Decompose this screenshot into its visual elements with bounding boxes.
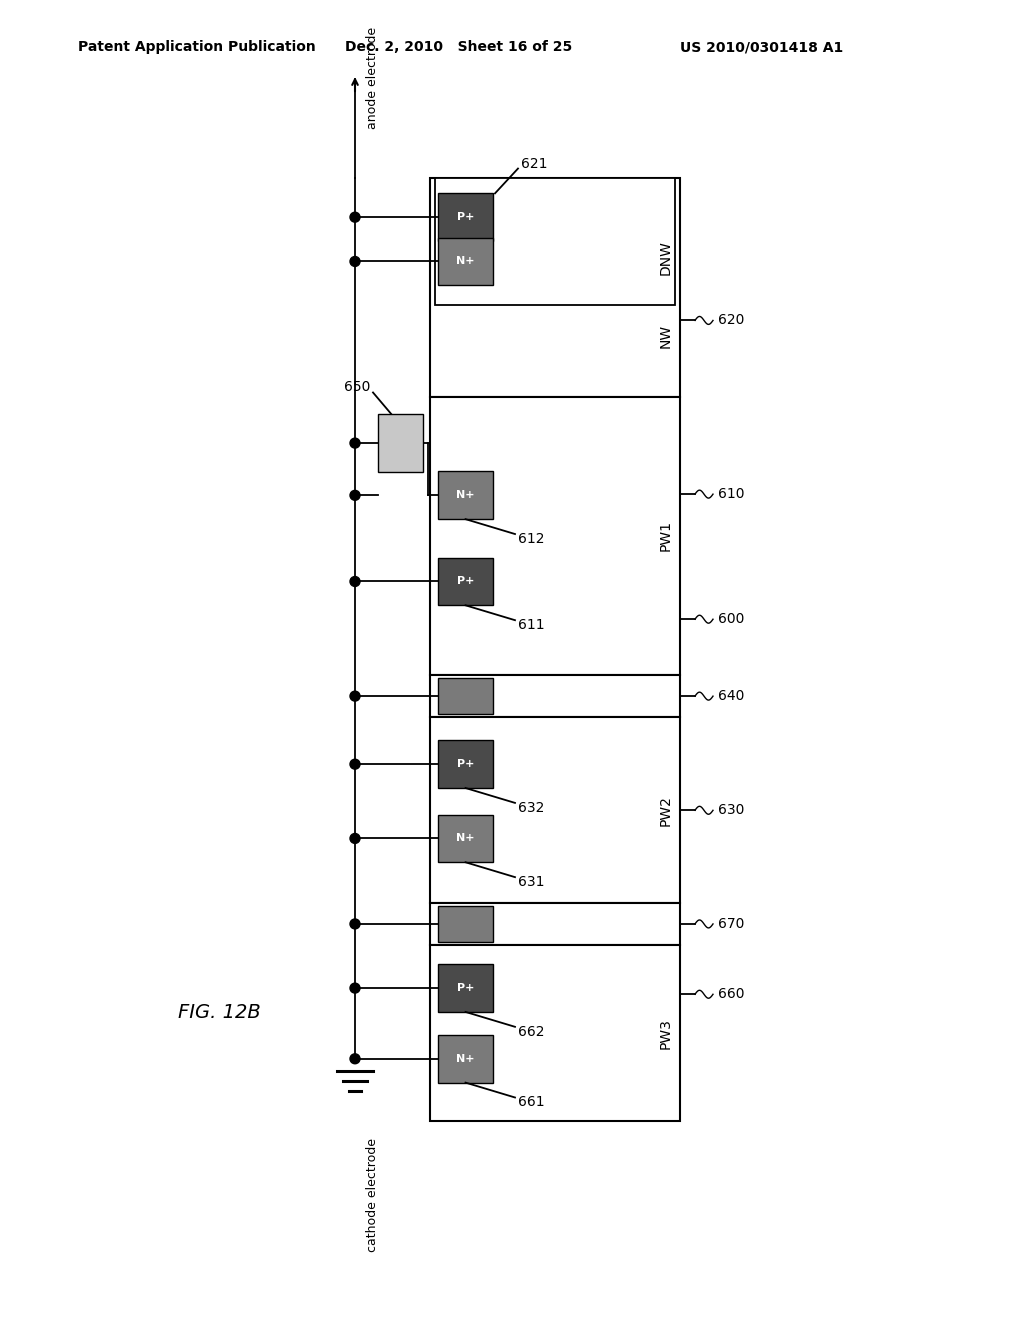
Circle shape (350, 213, 360, 222)
Bar (430, 945, 680, 1122)
Bar (430, 903, 680, 945)
Text: US 2010/0301418 A1: US 2010/0301418 A1 (680, 41, 843, 54)
Text: N+: N+ (457, 490, 475, 500)
Text: 660: 660 (718, 987, 744, 1002)
Bar (435, 178, 675, 305)
Text: N+: N+ (457, 833, 475, 843)
Circle shape (350, 919, 360, 929)
Text: PW1: PW1 (659, 520, 673, 552)
Circle shape (350, 490, 360, 500)
Bar (438, 193, 493, 242)
Text: 630: 630 (718, 804, 744, 817)
Text: P+: P+ (457, 983, 474, 993)
Circle shape (350, 577, 360, 586)
Text: 632: 632 (518, 801, 545, 814)
Text: P+: P+ (457, 577, 474, 586)
Bar (430, 718, 680, 903)
Text: 650: 650 (344, 380, 370, 393)
Circle shape (350, 833, 360, 843)
Bar (438, 677, 493, 714)
Circle shape (350, 692, 360, 701)
Circle shape (350, 256, 360, 267)
Text: 631: 631 (518, 875, 545, 890)
Text: FIG. 12B: FIG. 12B (178, 1003, 261, 1022)
Bar (430, 675, 680, 718)
Text: 611: 611 (518, 618, 545, 632)
Text: P+: P+ (457, 213, 474, 222)
Text: P+: P+ (457, 759, 474, 770)
Text: 670: 670 (718, 917, 744, 931)
Circle shape (350, 983, 360, 993)
Text: 662: 662 (518, 1024, 545, 1039)
Text: 600: 600 (718, 612, 744, 626)
Text: 620: 620 (718, 313, 744, 327)
Bar (438, 471, 493, 519)
Bar (438, 1035, 493, 1082)
Text: cathode electrode: cathode electrode (367, 1138, 380, 1253)
Bar (378, 414, 423, 471)
Bar (438, 741, 493, 788)
Text: PW3: PW3 (659, 1018, 673, 1048)
Text: 661: 661 (518, 1096, 545, 1109)
Circle shape (350, 759, 360, 770)
Circle shape (350, 438, 360, 447)
Bar (438, 814, 493, 862)
Bar (438, 557, 493, 606)
Text: 610: 610 (718, 487, 744, 502)
Text: DNW: DNW (659, 240, 673, 276)
Text: NW: NW (659, 323, 673, 348)
Bar (438, 906, 493, 941)
Text: 640: 640 (718, 689, 744, 704)
Bar (430, 397, 680, 675)
Text: N+: N+ (457, 256, 475, 267)
Bar (430, 178, 680, 397)
Text: N+: N+ (457, 1053, 475, 1064)
Text: 612: 612 (518, 532, 545, 546)
Bar (438, 965, 493, 1012)
Text: 621: 621 (521, 157, 548, 170)
Circle shape (350, 1053, 360, 1064)
Text: PW2: PW2 (659, 795, 673, 826)
Text: anode electrode: anode electrode (367, 26, 380, 129)
Bar (438, 238, 493, 285)
Text: Dec. 2, 2010   Sheet 16 of 25: Dec. 2, 2010 Sheet 16 of 25 (345, 41, 572, 54)
Text: Patent Application Publication: Patent Application Publication (78, 41, 315, 54)
